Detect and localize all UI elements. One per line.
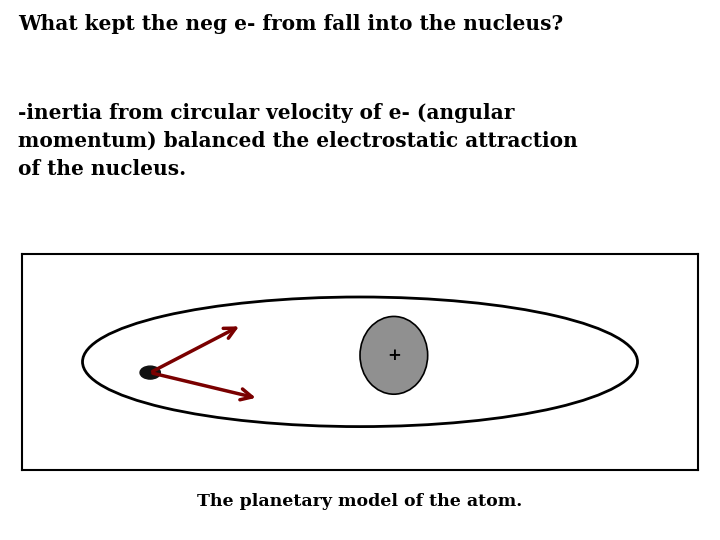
Text: -inertia from circular velocity of e- (angular
momentum) balanced the electrosta: -inertia from circular velocity of e- (a…	[18, 103, 577, 179]
Text: +: +	[387, 347, 401, 364]
Ellipse shape	[360, 316, 428, 394]
Circle shape	[140, 366, 161, 379]
Text: What kept the neg e- from fall into the nucleus?: What kept the neg e- from fall into the …	[18, 14, 563, 33]
Text: The planetary model of the atom.: The planetary model of the atom.	[197, 494, 523, 510]
